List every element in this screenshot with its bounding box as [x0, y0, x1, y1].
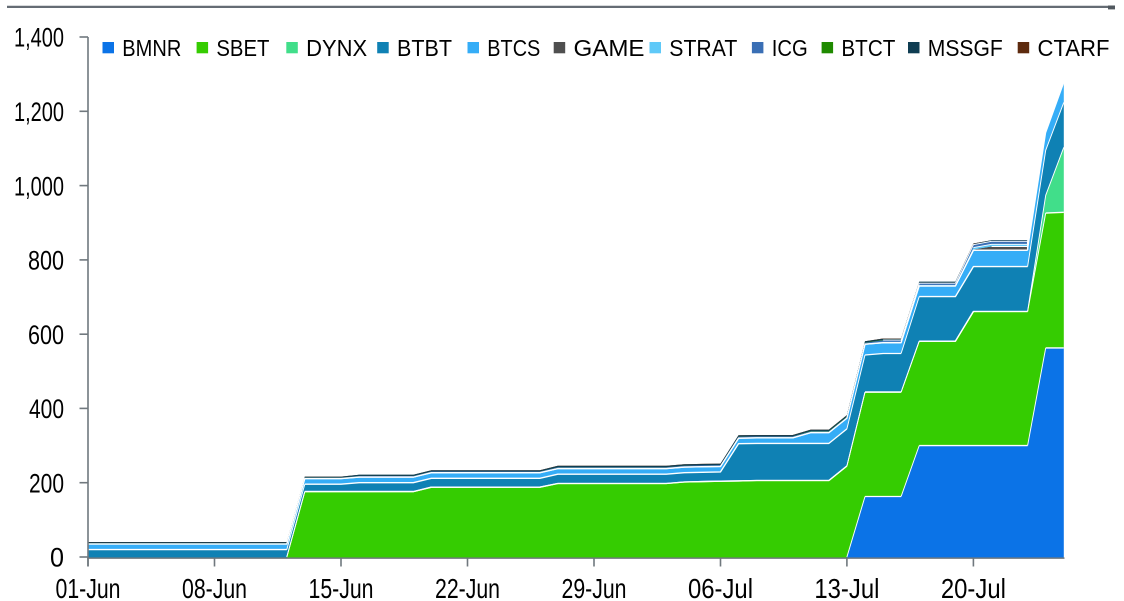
- svg-text:13-Jul: 13-Jul: [814, 573, 879, 601]
- svg-text:CTARF: CTARF: [1038, 35, 1110, 61]
- svg-text:SBET: SBET: [216, 35, 269, 61]
- svg-text:1,000: 1,000: [14, 171, 64, 201]
- svg-text:ICG: ICG: [772, 35, 808, 61]
- svg-text:20-Jul: 20-Jul: [941, 573, 1006, 601]
- svg-text:BTBT: BTBT: [397, 35, 452, 61]
- svg-text:15-Jun: 15-Jun: [309, 573, 374, 601]
- svg-text:06-Jul: 06-Jul: [688, 573, 753, 601]
- svg-text:200: 200: [29, 468, 64, 498]
- svg-text:08-Jun: 08-Jun: [182, 573, 247, 601]
- svg-text:GAME: GAME: [574, 35, 645, 61]
- svg-text:29-Jun: 29-Jun: [562, 573, 627, 601]
- svg-text:400: 400: [29, 394, 64, 424]
- svg-text:0: 0: [50, 543, 64, 573]
- svg-text:BTCS: BTCS: [487, 35, 540, 61]
- svg-text:STRAT: STRAT: [669, 35, 737, 61]
- svg-text:1,400: 1,400: [14, 23, 64, 53]
- svg-text:DYNX: DYNX: [306, 35, 367, 61]
- svg-text:22-Jun: 22-Jun: [435, 573, 500, 601]
- svg-text:1,200: 1,200: [14, 97, 64, 127]
- svg-text:01-Jun: 01-Jun: [56, 573, 121, 601]
- svg-text:800: 800: [28, 246, 64, 276]
- svg-text:BTCT: BTCT: [841, 35, 895, 61]
- svg-text:MSSGF: MSSGF: [928, 35, 1003, 61]
- svg-text:BMNR: BMNR: [122, 35, 181, 61]
- svg-text:600: 600: [28, 320, 64, 350]
